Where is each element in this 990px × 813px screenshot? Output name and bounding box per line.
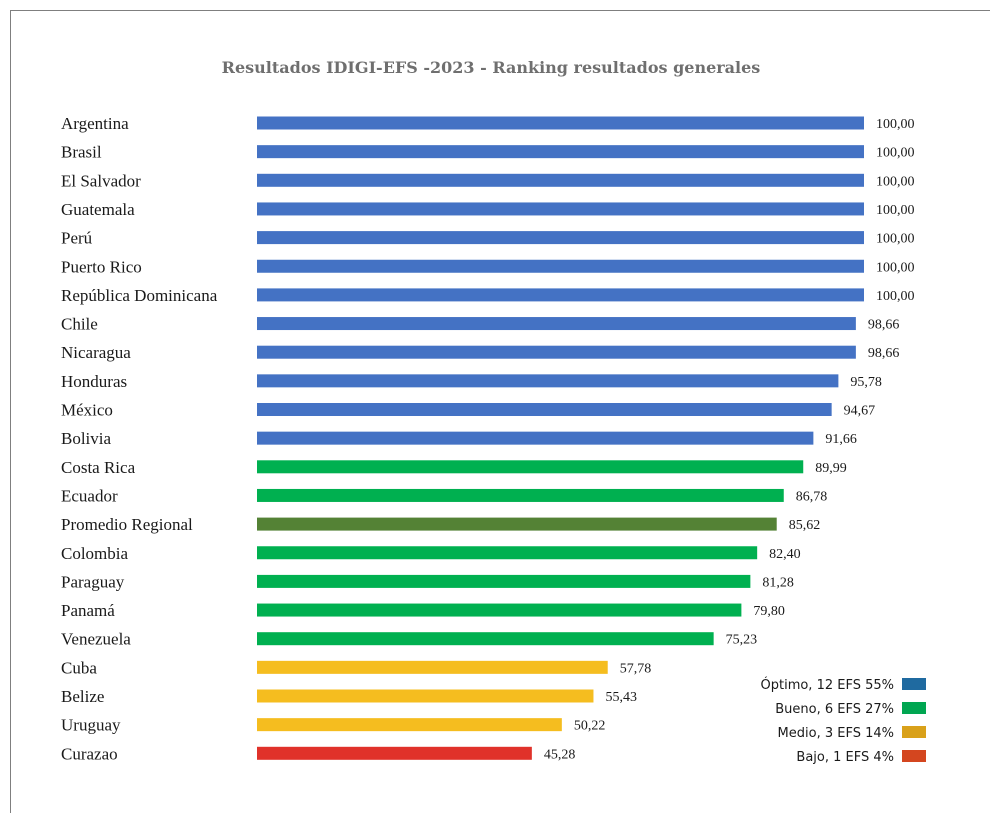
legend-label-1: Bueno, 6 EFS 27% [775, 702, 894, 717]
bar-brasil [257, 145, 864, 159]
category-label-puerto-rico: Puerto Rico [61, 257, 142, 276]
legend-swatch-0 [902, 678, 926, 690]
value-label-el-salvador: 100,00 [876, 174, 915, 189]
bar-promedio-regional [257, 517, 777, 531]
bar-peru [257, 231, 864, 245]
bar-puerto-rico [257, 259, 864, 273]
bar-belize [257, 689, 594, 703]
bar-ecuador [257, 488, 784, 502]
category-label-chile: Chile [61, 315, 98, 334]
bar-argentina [257, 116, 864, 130]
value-label-panama: 79,80 [753, 604, 785, 619]
bar-republica-dominicana [257, 288, 864, 302]
value-label-uruguay: 50,22 [574, 719, 606, 734]
category-label-argentina: Argentina [61, 114, 129, 133]
value-label-venezuela: 75,23 [726, 633, 758, 648]
bar-guatemala [257, 202, 864, 216]
category-label-republica-dominicana: República Dominicana [61, 286, 218, 305]
category-label-colombia: Colombia [61, 544, 129, 563]
category-label-guatemala: Guatemala [61, 200, 135, 219]
category-label-brasil: Brasil [61, 143, 102, 162]
category-label-paraguay: Paraguay [61, 572, 125, 591]
category-label-belize: Belize [61, 687, 104, 706]
chart-title: Resultados IDIGI-EFS -2023 - Ranking res… [222, 58, 761, 77]
category-label-promedio-regional: Promedio Regional [61, 515, 193, 534]
legend-label-3: Bajo, 1 EFS 4% [796, 750, 894, 765]
bar-bolivia [257, 431, 814, 445]
bar-panama [257, 603, 742, 617]
value-label-peru: 100,00 [876, 232, 915, 247]
value-label-mexico: 94,67 [844, 404, 876, 419]
category-label-panama: Panamá [61, 601, 115, 620]
value-label-belize: 55,43 [605, 690, 637, 705]
value-label-curazao: 45,28 [544, 747, 576, 762]
value-label-promedio-regional: 85,62 [789, 518, 821, 533]
value-label-republica-dominicana: 100,00 [876, 289, 915, 304]
bar-uruguay [257, 718, 562, 732]
category-label-honduras: Honduras [61, 372, 127, 391]
bar-venezuela [257, 632, 714, 646]
category-label-ecuador: Ecuador [61, 486, 118, 505]
bar-el-salvador [257, 173, 864, 187]
bar-colombia [257, 546, 758, 560]
value-label-costa-rica: 89,99 [815, 461, 847, 476]
value-label-colombia: 82,40 [769, 547, 801, 562]
category-label-bolivia: Bolivia [61, 429, 112, 448]
value-label-guatemala: 100,00 [876, 203, 915, 218]
legend: Óptimo, 12 EFS 55% Bueno, 6 EFS 27% Medio,… [761, 677, 926, 765]
value-label-bolivia: 91,66 [825, 432, 857, 447]
value-label-ecuador: 86,78 [796, 489, 828, 504]
category-label-costa-rica: Costa Rica [61, 458, 136, 477]
category-label-el-salvador: El Salvador [61, 171, 141, 190]
legend-swatch-2 [902, 726, 926, 738]
category-label-uruguay: Uruguay [61, 716, 121, 735]
value-label-cuba: 57,78 [620, 661, 652, 676]
category-label-venezuela: Venezuela [61, 630, 131, 649]
value-label-puerto-rico: 100,00 [876, 260, 915, 275]
bar-nicaragua [257, 345, 856, 359]
category-label-nicaragua: Nicaragua [61, 343, 131, 362]
bar-honduras [257, 374, 839, 388]
bar-mexico [257, 403, 832, 416]
category-label-mexico: México [61, 401, 113, 420]
category-label-curazao: Curazao [61, 744, 118, 763]
bar-cuba [257, 660, 608, 674]
legend-label-2: Medio, 3 EFS 14% [778, 726, 894, 741]
value-label-nicaragua: 98,66 [868, 346, 900, 361]
bar-paraguay [257, 574, 751, 588]
category-label-cuba: Cuba [61, 658, 97, 677]
bar-costa-rica [257, 460, 804, 474]
legend-label-0: Óptimo, 12 EFS 55% [761, 677, 895, 693]
value-label-honduras: 95,78 [850, 375, 882, 390]
value-label-chile: 98,66 [868, 318, 900, 333]
bars-layer: Argentina 100,00 Brasil 100,00 El Salvador 10… [61, 114, 915, 763]
value-label-argentina: 100,00 [876, 117, 915, 132]
bar-chile [257, 317, 856, 331]
category-label-peru: Perú [61, 229, 93, 248]
value-label-paraguay: 81,28 [762, 575, 794, 590]
bar-curazao [257, 746, 532, 760]
value-label-brasil: 100,00 [876, 146, 915, 161]
chart-frame [10, 10, 990, 813]
legend-swatch-3 [902, 750, 926, 762]
legend-swatch-1 [902, 702, 926, 714]
